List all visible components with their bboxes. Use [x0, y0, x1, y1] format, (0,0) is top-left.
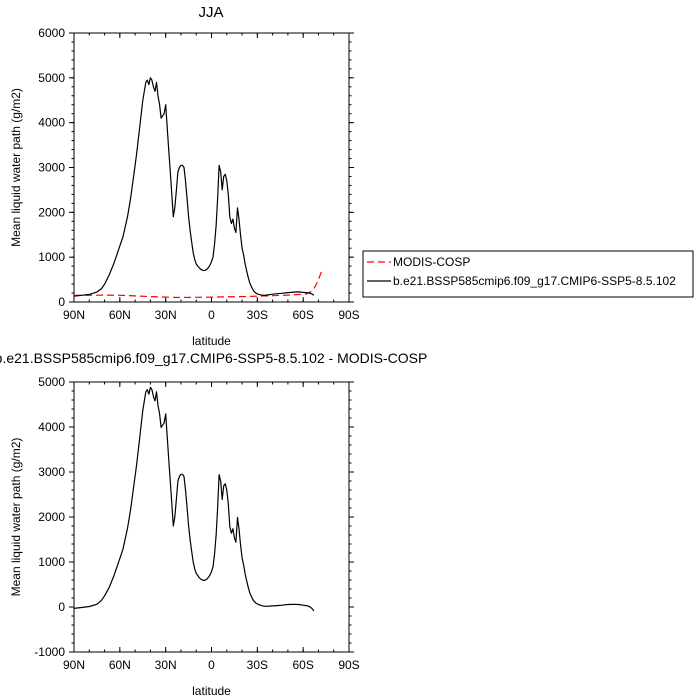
- y-tick-label: 6000: [38, 26, 65, 40]
- chart-title: b.e21.BSSP585cmip6.f09_g17.CMIP6-SSP5-8.…: [0, 350, 427, 366]
- x-tick-label: 30S: [247, 308, 268, 322]
- x-tick-label: 60N: [109, 658, 131, 672]
- series-line-model: [73, 77, 315, 297]
- x-tick-label: 0: [208, 658, 215, 672]
- x-tick-label: 30N: [155, 658, 177, 672]
- y-tick-label: -1000: [34, 645, 65, 659]
- x-axis-label: latitude: [192, 684, 231, 698]
- y-tick-label: 5000: [38, 71, 65, 85]
- y-tick-label: 5000: [38, 375, 65, 389]
- y-tick-label: 0: [58, 295, 65, 309]
- y-tick-label: 0: [58, 600, 65, 614]
- y-tick-label: 2000: [38, 205, 65, 219]
- plot-frame: [73, 381, 350, 653]
- y-tick-label: 4000: [38, 116, 65, 130]
- legend: MODIS-COSP b.e21.BSSP585cmip6.f09_g17.CMI…: [362, 250, 694, 298]
- y-tick-label: 4000: [38, 420, 65, 434]
- chart-1: JJA 90N 60N 30N 0 30S 60S 90S 0 1000 2000 3000 4000 5…: [9, 4, 694, 348]
- x-tick-label: 60S: [292, 658, 313, 672]
- y-tick-label: 1000: [38, 555, 65, 569]
- series-line-difference: [73, 386, 315, 612]
- legend-box: [362, 250, 694, 298]
- chart-2: b.e21.BSSP585cmip6.f09_g17.CMIP6-SSP5-8.…: [0, 350, 427, 698]
- y-tick-label: 3000: [38, 161, 65, 175]
- x-tick-label: 30S: [247, 658, 268, 672]
- x-tick-label: 60S: [292, 308, 313, 322]
- x-tick-label: 90N: [63, 308, 85, 322]
- x-tick-label: 0: [208, 308, 215, 322]
- y-tick-label: 1000: [38, 250, 65, 264]
- x-tick-label: 60N: [109, 308, 131, 322]
- x-tick-label: 90S: [338, 658, 359, 672]
- y-tick-label: 2000: [38, 510, 65, 524]
- y-axis-label: Mean liquid water path (g/m2): [9, 438, 23, 597]
- chart-title: JJA: [198, 4, 223, 21]
- x-tick-label: 90S: [338, 308, 359, 322]
- legend-label: b.e21.BSSP585cmip6.f09_g17.CMIP6-SSP5-8.…: [393, 274, 676, 288]
- x-tick-label: 90N: [63, 658, 85, 672]
- legend-label: MODIS-COSP: [393, 255, 470, 269]
- x-tick-label: 30N: [155, 308, 177, 322]
- x-axis-label: latitude: [192, 334, 231, 348]
- y-axis-label: Mean liquid water path (g/m2): [9, 88, 23, 247]
- y-tick-label: 3000: [38, 465, 65, 479]
